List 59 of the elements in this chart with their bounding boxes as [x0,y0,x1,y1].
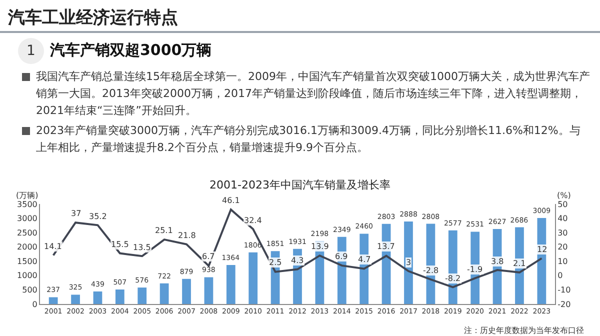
y-tick-label: 500 [22,286,38,295]
data-label: 4.3 [291,256,304,265]
chart-title: 2001-2023年中国汽车销量及增长率 [210,178,390,192]
bar [48,297,58,304]
y2-tick-label: 40 [558,214,568,224]
y2-tick-label: -10 [558,286,571,295]
y-axis-title: (万辆) [16,191,38,200]
text: 1 [18,38,44,64]
bar [226,265,236,304]
bar [160,283,169,304]
data-label: 13.5 [133,243,151,252]
bar [182,278,191,304]
data-label: 13.7 [377,242,395,251]
data-label: 46.1 [222,196,240,205]
y-tick-label: 3500 [17,200,38,209]
y2-tick-label: 20 [558,242,568,252]
y2-axis-title: (%) [557,191,571,200]
data-label: 2.5 [269,258,282,267]
y-tick-label: 1000 [17,271,38,280]
data-label: 37 [71,209,82,218]
data-label: -2.8 [423,266,439,275]
data-label: 35.2 [89,212,107,221]
bar [404,221,413,304]
y-tick-label: 1500 [17,256,38,266]
bar [93,291,102,304]
y-tick-label: 2500 [17,228,38,238]
text: 注：历史年度数据为当年发布口径 [464,326,584,335]
text: 汽车产销双超3000万辆 [50,41,212,60]
bar [204,277,214,304]
y2-tick-label: 50 [558,200,568,209]
bar [71,294,80,304]
data-label: 6.9 [335,252,348,261]
data-label: 2.1 [513,259,526,268]
data-label: 4.7 [358,255,371,264]
data-label: 6.7 [202,252,215,261]
data-label: 14.1 [44,242,62,251]
y-tick-label: 3000 [17,214,38,224]
bar [248,252,258,304]
data-label: 15.5 [111,240,129,249]
data-label: 32.4 [244,216,262,225]
data-label: 3 [406,258,412,267]
text: 2023年产销量突破3000万辆，汽车产销分别完成3016.1万辆和3009.4万辆，同比分别增长11.6%和12%。与上年相比，产量增速提升8.2个百分点，销量增速提升9.9个百分点。 [20,122,590,156]
y-tick-label: 2000 [17,242,38,252]
y2-tick-label: 10 [558,256,568,266]
text: 我国汽车产销总量连续15年稳居全球第一。2009年，中国汽车产销量首次双突破1000万辆大关，成为世界汽车产销第一大国。2013年突破2000万辆，2017年产销量达到阶段峰值，随后市场连续三年下降，进入转型调整期，2021年结束“三连降”开始回升。 [20,68,590,119]
data-label: -8.2 [445,274,461,283]
data-label: 21.8 [178,231,196,240]
y2-tick-label: 0 [558,271,563,280]
y2-tick-label: -20 [558,300,571,309]
text: 汽车工业经济运行特点 [8,7,178,29]
bar [115,290,124,304]
y-tick-label: 0 [32,300,38,309]
bar [138,288,147,304]
data-label: -1.9 [467,265,483,274]
data-label: 13.9 [311,242,329,251]
data-label: 25.1 [155,226,173,235]
y2-tick-label: 30 [558,228,568,238]
data-label: 3.8 [491,257,504,266]
data-label: 12 [537,245,548,254]
